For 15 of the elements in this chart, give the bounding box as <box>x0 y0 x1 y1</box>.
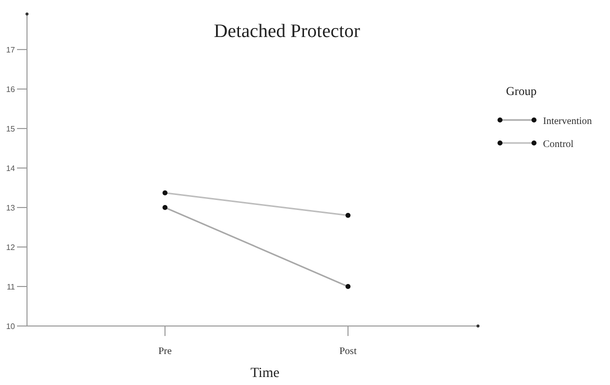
y-tick-label: 10 <box>6 322 16 331</box>
x-tick-label: Pre <box>158 346 172 357</box>
chart-title: Detached Protector <box>214 21 361 42</box>
y-tick-label: 14 <box>6 164 16 174</box>
y-tick-label: 16 <box>6 85 16 94</box>
y-tick-label: 13 <box>6 204 16 213</box>
legend-label: Control <box>543 139 574 150</box>
y-tick-label: 11 <box>6 282 16 292</box>
y-tick-label: 15 <box>6 124 16 134</box>
x-axis-title: Time <box>250 366 280 381</box>
x-tick-label: Post <box>339 346 357 357</box>
y-tick-label: 17 <box>6 46 16 55</box>
legend-title: Group <box>506 84 537 98</box>
legend-label: Intervention <box>543 116 592 127</box>
y-tick-label: 12 <box>6 243 16 252</box>
